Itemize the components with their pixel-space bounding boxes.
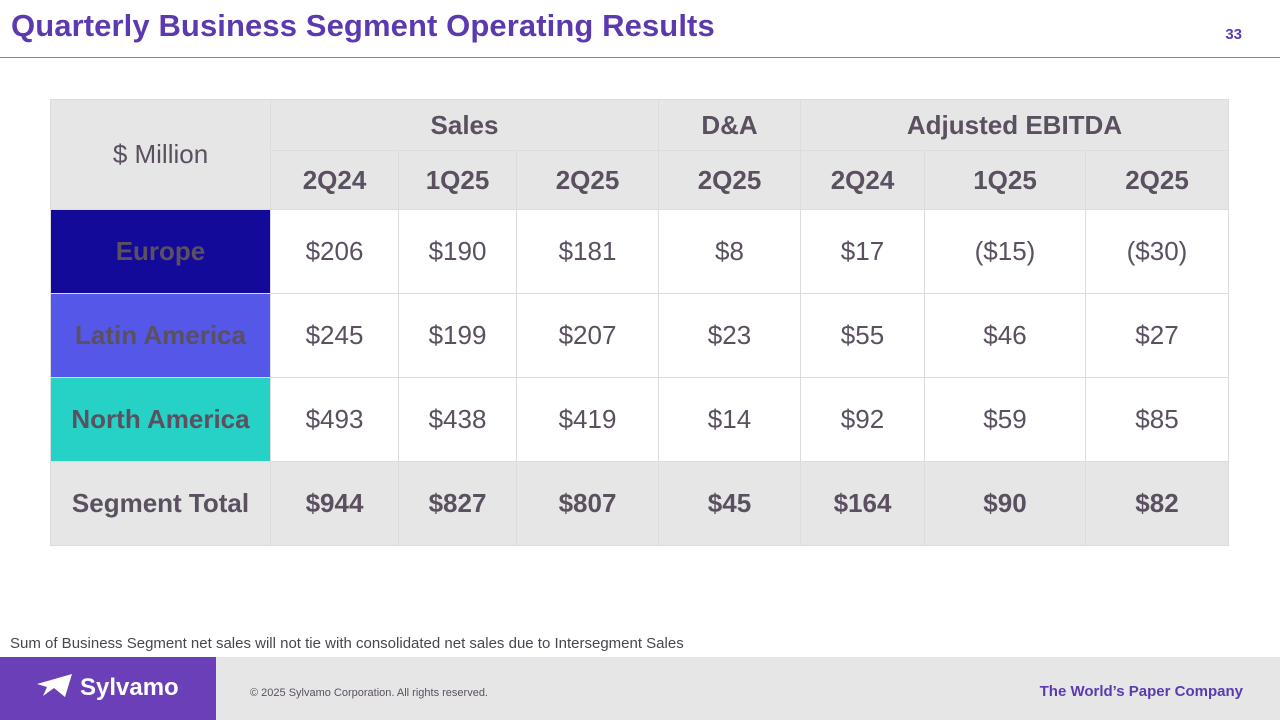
table-row-north-america: North America $493 $438 $419 $14 $92 $59…	[50, 377, 1229, 462]
company-tagline: The World’s Paper Company	[1039, 683, 1243, 700]
row-label-europe: Europe	[50, 209, 271, 294]
table-cell: $55	[800, 293, 925, 378]
table-cell: $92	[800, 377, 925, 462]
period-header: 2Q24	[270, 150, 399, 210]
brand-name: Sylvamo	[80, 674, 179, 701]
page-number: 33	[1225, 26, 1242, 43]
table-cell: $419	[516, 377, 659, 462]
table-cell: $85	[1085, 377, 1229, 462]
table-cell: $206	[270, 209, 399, 294]
table-cell: $493	[270, 377, 399, 462]
paper-plane-icon	[36, 673, 74, 706]
table-cell: $46	[924, 293, 1086, 378]
table-cell: $90	[924, 461, 1086, 546]
row-label-latin-america: Latin America	[50, 293, 271, 378]
period-header: 2Q25	[658, 150, 801, 210]
row-label-segment-total: Segment Total	[50, 461, 271, 546]
group-header-adjusted-ebitda: Adjusted EBITDA	[800, 99, 1229, 151]
header-group-row: $ Million Sales D&A Adjusted EBITDA	[50, 99, 1229, 210]
table-cell: $45	[658, 461, 801, 546]
page-title: Quarterly Business Segment Operating Res…	[11, 8, 715, 43]
table-cell: ($30)	[1085, 209, 1229, 294]
table-cell: $82	[1085, 461, 1229, 546]
table-cell: $23	[658, 293, 801, 378]
table-cell: ($15)	[924, 209, 1086, 294]
table-cell: $944	[270, 461, 399, 546]
period-header: 1Q25	[398, 150, 517, 210]
table-cell: $27	[1085, 293, 1229, 378]
table-cell: $438	[398, 377, 517, 462]
table-row-europe: Europe $206 $190 $181 $8 $17 ($15) ($30)	[50, 209, 1229, 294]
period-header: 2Q24	[800, 150, 925, 210]
header-period-row: 2Q24 1Q25 2Q25 2Q25 2Q24 1Q25 2Q25	[51, 150, 1229, 210]
period-header: 1Q25	[924, 150, 1086, 210]
table-cell: $199	[398, 293, 517, 378]
period-header: 2Q25	[1085, 150, 1229, 210]
period-header: 2Q25	[516, 150, 659, 210]
table-cell: $8	[658, 209, 801, 294]
table-cell: $181	[516, 209, 659, 294]
table-cell: $827	[398, 461, 517, 546]
group-header-da: D&A	[658, 99, 801, 151]
table-cell: $14	[658, 377, 801, 462]
table-cell: $164	[800, 461, 925, 546]
table-cell: $245	[270, 293, 399, 378]
corner-label: $ Million	[50, 99, 271, 210]
brand-logo: Sylvamo	[0, 657, 216, 720]
segment-results-table: $ Million Sales D&A Adjusted EBITDA 2Q24…	[50, 99, 1229, 546]
footnote: Sum of Business Segment net sales will n…	[10, 635, 684, 652]
table-cell: $807	[516, 461, 659, 546]
table-cell: $207	[516, 293, 659, 378]
title-divider	[0, 57, 1280, 58]
table-row-segment-total: Segment Total $944 $827 $807 $45 $164 $9…	[50, 461, 1229, 546]
group-header-sales: Sales	[270, 99, 659, 151]
table-row-latin-america: Latin America $245 $199 $207 $23 $55 $46…	[50, 293, 1229, 378]
table-cell: $190	[398, 209, 517, 294]
table-cell: $59	[924, 377, 1086, 462]
row-label-north-america: North America	[50, 377, 271, 462]
footer-bar: Sylvamo © 2025 Sylvamo Corporation. All …	[0, 657, 1280, 720]
copyright-notice: © 2025 Sylvamo Corporation. All rights r…	[250, 687, 488, 699]
table-cell: $17	[800, 209, 925, 294]
